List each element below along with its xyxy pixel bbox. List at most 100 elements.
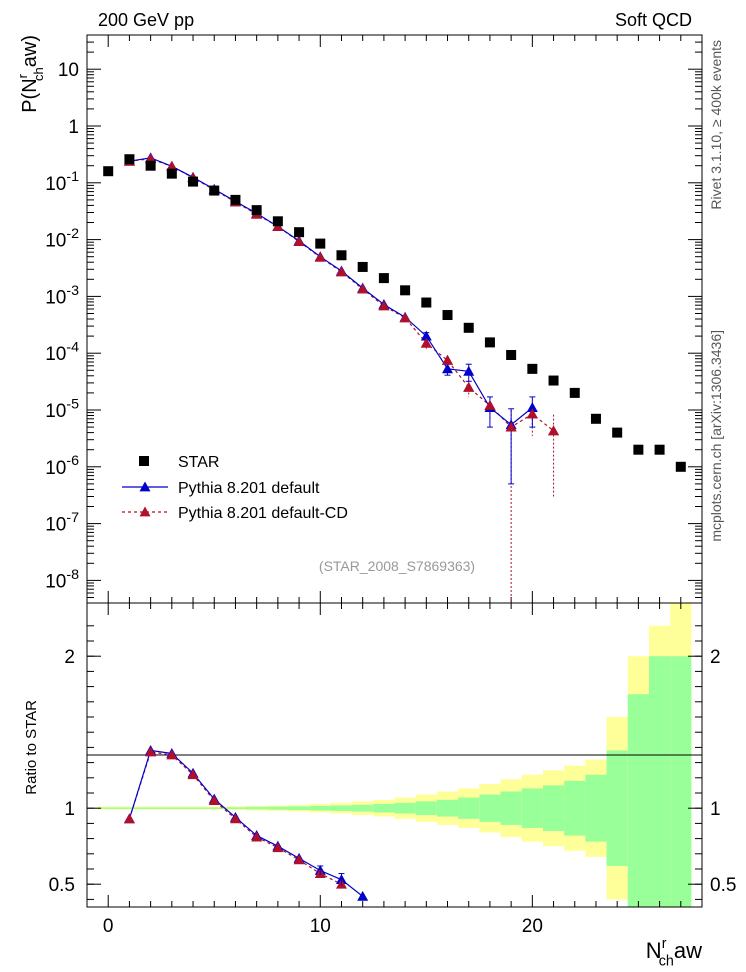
x-tick-label: 0: [103, 916, 114, 937]
star-point: [251, 205, 262, 216]
ratio-band-inner: [585, 774, 607, 842]
ratio-band-inner: [436, 799, 459, 817]
ratio-band-inner: [648, 656, 671, 907]
star-point: [400, 285, 411, 296]
main-data-marks: [103, 152, 686, 603]
default-line: [129, 157, 533, 426]
star-point: [633, 444, 644, 455]
star-point: [230, 194, 241, 205]
star-point: [548, 375, 559, 386]
y-axis-label: P(Nrchaw): [15, 35, 46, 113]
default-cd-point: [378, 300, 390, 311]
analysis-annotation: (STAR_2008_S7869363): [319, 558, 475, 574]
ratio-y-tick-label: 0.5: [49, 875, 75, 896]
ratio-default-cd-point: [208, 795, 220, 805]
ratio-default-point: [357, 890, 369, 901]
main-plot-panel: 10 1 10-1 10-2 10-3 10-4 10-5 10-6 10-7 10-8 P(Nr…: [15, 34, 703, 604]
star-point: [166, 168, 177, 179]
ratio-y-tick-label-right: 1: [710, 799, 721, 820]
legend-star-marker: [139, 456, 149, 466]
process-label: Soft QCD: [615, 10, 692, 30]
star-point: [463, 322, 474, 333]
legend-marker: [139, 506, 151, 517]
star-point: [378, 273, 389, 284]
ratio-plot-frame: [86, 602, 703, 908]
star-point: [188, 176, 199, 187]
ratio-band-inner: [670, 656, 692, 907]
ratio-band-inner: [521, 788, 543, 828]
ratio-default-cd-point: [272, 842, 284, 853]
ratio-band-inner: [246, 806, 268, 810]
rivet-label: Rivet 3.1.10, ≥ 400k events: [708, 40, 724, 210]
ratio-default-cd-point: [293, 854, 305, 865]
star-point: [103, 166, 114, 177]
ratio-axes: 0 10 20 0.5 0.5 1 1 2 2: [49, 603, 736, 937]
x-tick-label: 10: [310, 916, 331, 937]
star-point: [612, 427, 623, 438]
default-cd-point: [420, 337, 432, 348]
star-point: [294, 227, 305, 238]
ratio-default-cd-point: [166, 749, 178, 760]
star-point: [124, 154, 135, 165]
legend: STAR Pythia 8.201 default Pythia 8.201 def…: [122, 454, 348, 522]
ratio-y-tick-label: 1: [64, 799, 75, 820]
star-point: [590, 413, 601, 424]
legend-marker: [139, 481, 151, 492]
default-cd-point: [484, 399, 496, 410]
star-point: [209, 185, 220, 196]
ratio-band-inner: [161, 807, 183, 809]
star-point: [484, 337, 495, 348]
ratio-band-inner: [288, 806, 310, 811]
ratio-default-line: [128, 749, 364, 897]
y-tick-label: 1: [68, 117, 79, 138]
star-point: [675, 461, 686, 472]
default-point: [442, 363, 454, 374]
default-cd-line: [129, 158, 554, 432]
default-cd-point: [399, 312, 411, 323]
star-point: [654, 444, 665, 455]
ratio-band-inner: [224, 807, 247, 810]
default-cd-point: [145, 153, 157, 164]
y-tick-label: 10: [58, 60, 79, 81]
default-cd-point: [166, 160, 178, 171]
star-point: [569, 387, 580, 398]
ratio-band-inner: [564, 780, 586, 836]
y-tick-label: 10-2: [45, 226, 79, 252]
ratio-band-inner: [182, 807, 204, 809]
ratio-y-tick-label-right: 2: [710, 647, 721, 668]
ratio-y-axis-label: Ratio to STAR: [23, 700, 40, 795]
ratio-y-tick-label-right: 0.5: [710, 875, 736, 896]
ratio-band-inner: [203, 807, 225, 809]
ratio-band-inner: [394, 802, 416, 814]
default-point: [420, 330, 432, 341]
star-point: [357, 261, 368, 272]
default-cd-point: [314, 251, 326, 262]
legend-label: STAR: [178, 454, 219, 471]
ratio-data-marks: [123, 744, 369, 901]
y-tick-label: 10-1: [45, 169, 79, 195]
star-point: [442, 310, 453, 321]
default-point: [463, 365, 475, 376]
ratio-uncertainty-bands: [97, 603, 692, 907]
ratio-band-inner: [479, 794, 501, 822]
default-cd-point: [335, 266, 347, 277]
star-point: [336, 250, 347, 261]
y-tick-label: 10-4: [45, 340, 79, 366]
ratio-default-cd-point: [251, 831, 263, 842]
ratio-band-inner: [330, 805, 353, 811]
star-point: [527, 363, 538, 374]
star-point: [315, 238, 326, 249]
legend-label: Pythia 8.201 default: [178, 480, 320, 497]
ratio-plot-panel: 0 10 20 0.5 0.5 1 1 2 2 Ratio to STAR Nr chaw: [23, 602, 736, 970]
ratio-band-inner: [542, 785, 565, 831]
ratio-band-inner: [500, 791, 522, 825]
star-point: [506, 349, 517, 360]
x-axis-label: Nr chaw: [646, 936, 702, 970]
default-cd-point: [505, 421, 517, 432]
star-point: [421, 297, 432, 308]
y-tick-label: 10-8: [45, 567, 79, 593]
default-point: [526, 402, 538, 413]
default-cd-point: [548, 425, 560, 436]
default-cd-point: [526, 408, 538, 419]
ratio-band-inner: [309, 805, 331, 811]
